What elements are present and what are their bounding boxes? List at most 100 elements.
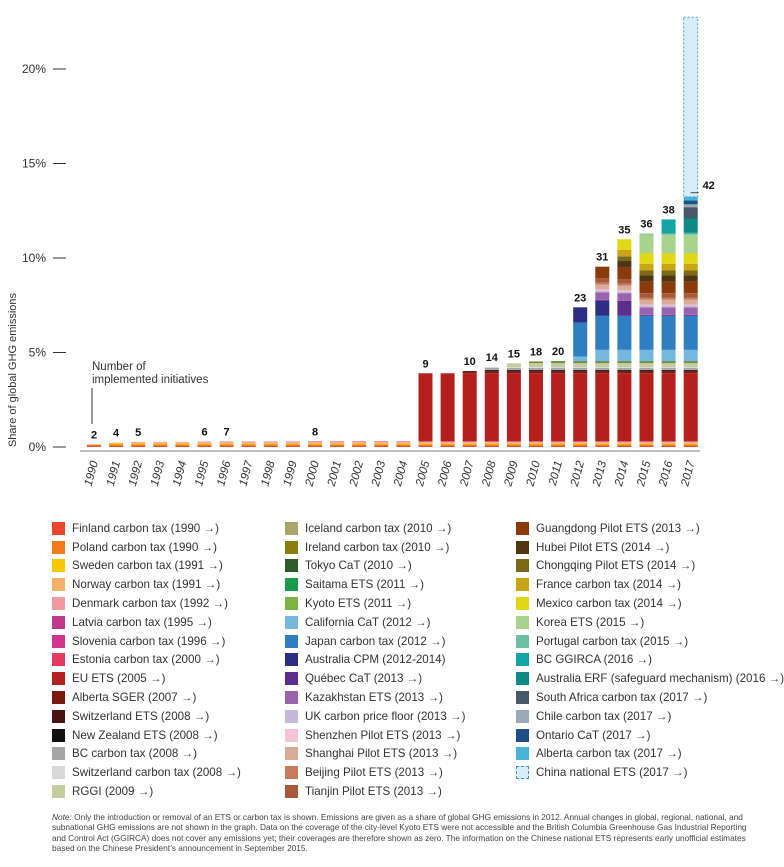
- bar-segment: [683, 315, 698, 350]
- bar-segment: [661, 304, 676, 306]
- y-tick-label: 0%: [29, 440, 47, 454]
- bar-segment: [639, 253, 654, 264]
- bar-segment: [683, 16, 699, 198]
- bar-segment: [573, 446, 588, 447]
- legend-item: Alberta SGER (2007 →): [52, 688, 241, 707]
- annotation-text-line-1: Number of: [92, 361, 146, 373]
- bar-segment: [617, 369, 632, 371]
- bar-segment: [418, 373, 433, 442]
- bar-segment: [595, 444, 610, 447]
- legend-swatch: [285, 728, 298, 742]
- legend-label: Beijing Pilot ETS (2013 →): [305, 766, 443, 780]
- bar-segment: [396, 446, 411, 447]
- bar-segment: [529, 446, 543, 447]
- bar-segment: [462, 373, 477, 442]
- legend-item: Québec CaT (2013 →): [285, 669, 465, 688]
- legend-swatch: [516, 559, 529, 573]
- bar-segment: [639, 307, 654, 315]
- bar-segment: [352, 444, 367, 447]
- legend-item: Kyoto ETS (2011 →): [285, 594, 465, 613]
- bar-segment: [683, 196, 698, 201]
- legend-item: California CaT (2012 →): [285, 613, 465, 632]
- bar-segment: [418, 442, 433, 444]
- bar-segment: [506, 371, 521, 374]
- bar-segment: [595, 367, 610, 370]
- bar-segment: [330, 443, 345, 445]
- legend-swatch: [285, 634, 298, 648]
- bars-group: [87, 16, 699, 447]
- y-tick-label: 5%: [29, 346, 47, 360]
- bar-segment: [197, 441, 212, 443]
- legend-label: Alberta carbon tax (2017 →): [536, 747, 682, 761]
- bar-segment: [573, 361, 588, 363]
- bar-segment: [263, 442, 278, 444]
- bar-segment: [573, 444, 588, 447]
- count-label: 7: [224, 427, 230, 439]
- legend-swatch: [52, 597, 65, 611]
- x-tick-label: 2005: [414, 459, 433, 488]
- bar-segment: [551, 361, 566, 363]
- bar-segment: [87, 444, 101, 447]
- legend-label: Poland carbon tax (1990 →): [72, 540, 218, 554]
- bar-segment: [617, 443, 632, 445]
- bar-segment: [153, 441, 168, 443]
- bar-segment: [551, 444, 566, 447]
- legend-item: Latvia carbon tax (1995 →): [52, 613, 241, 632]
- legend-label: Hubei Pilot ETS (2014 →): [536, 540, 670, 554]
- bar-segment: [683, 363, 698, 368]
- legend-item: Shenzhen Pilot ETS (2013 →): [285, 726, 465, 745]
- bar-segment: [573, 441, 588, 443]
- bar-segment: [197, 446, 212, 447]
- x-tick-label: 1998: [259, 459, 277, 487]
- legend-item: Chongqing Pilot ETS (2014 →): [516, 557, 784, 576]
- legend-item: South Africa carbon tax (2017 →): [516, 688, 784, 707]
- bar-segment: [529, 441, 543, 443]
- count-label: 9: [422, 358, 428, 370]
- bar-segment: [661, 270, 676, 276]
- bar-segment: [462, 446, 477, 447]
- bar-segment: [617, 290, 632, 292]
- bar-segment: [506, 443, 521, 445]
- bar-segment: [109, 442, 124, 444]
- bar-segment: [683, 367, 698, 368]
- legend-label: Mexico carbon tax (2014 →): [536, 597, 682, 611]
- bar-segment: [506, 444, 521, 447]
- bar-segment: [241, 446, 256, 447]
- bar-segment: [285, 442, 300, 444]
- bar-segment: [374, 442, 389, 444]
- legend-item: Finland carbon tax (1990 →): [52, 519, 241, 538]
- bar-segment: [639, 361, 654, 363]
- bar-segment: [418, 446, 433, 447]
- bar-segment: [241, 444, 256, 447]
- x-tick-label: 1997: [237, 459, 255, 487]
- bar-segment: [529, 362, 543, 364]
- legend-item: Norway carbon tax (1991 →): [52, 575, 241, 594]
- bar-segment: [683, 263, 698, 271]
- count-label: 6: [201, 427, 207, 439]
- legend-swatch: [516, 709, 529, 723]
- bar-segment: [683, 349, 698, 362]
- bar-segment: [683, 233, 698, 235]
- legend-swatch: [285, 578, 298, 592]
- bar-segment: [639, 281, 654, 294]
- bar-segment: [617, 285, 632, 291]
- bar-segment: [683, 441, 698, 443]
- bar-segment: [352, 446, 367, 447]
- bar-segment: [639, 299, 654, 305]
- legend-swatch: [516, 597, 529, 611]
- bar-segment: [639, 315, 654, 350]
- bar-segment: [661, 275, 676, 282]
- bar-segment: [617, 278, 632, 284]
- bar-segment: [683, 371, 698, 374]
- legend-item: Mexico carbon tax (2014 →): [516, 594, 784, 613]
- bar-segment: [661, 363, 676, 368]
- bar-segment: [639, 369, 654, 371]
- bar-segment: [484, 446, 499, 447]
- legend-label: Shenzhen Pilot ETS (2013 →): [305, 728, 461, 742]
- annotation-text-line-2: implemented initiatives: [92, 374, 209, 386]
- bar-segment: [551, 362, 566, 364]
- count-label: 18: [530, 347, 542, 359]
- legend-label: Estonia carbon tax (2000 →): [72, 653, 220, 667]
- bar-segment: [595, 292, 610, 300]
- legend-item: Slovenia carbon tax (1996 →): [52, 632, 241, 651]
